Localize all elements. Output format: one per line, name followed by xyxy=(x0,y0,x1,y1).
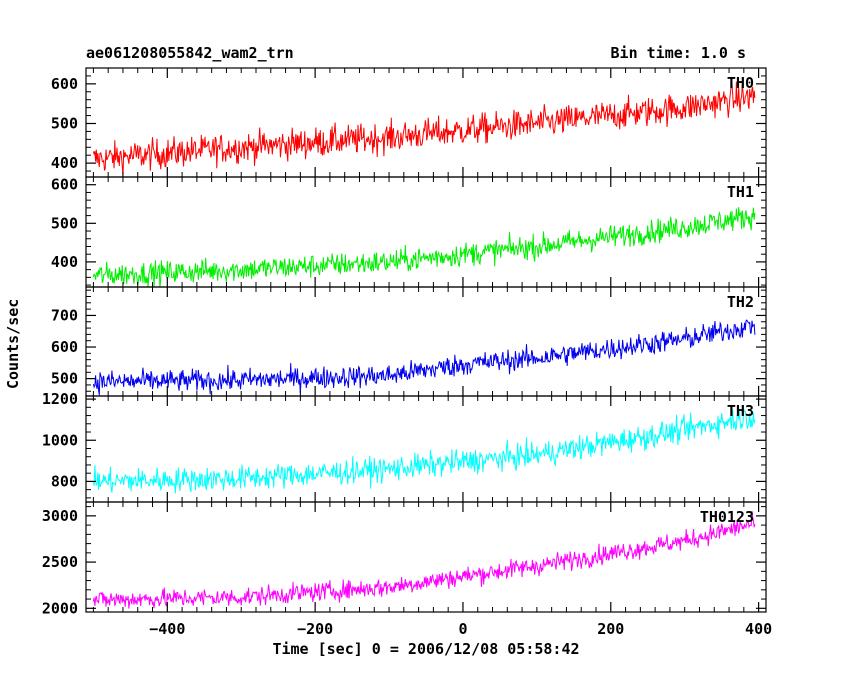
y-tick-label: 600 xyxy=(51,176,78,194)
y-tick-label: 3000 xyxy=(42,507,78,525)
y-tick-label: 500 xyxy=(51,114,78,132)
series-line-th1 xyxy=(92,207,756,287)
y-tick-label: 1000 xyxy=(42,431,78,449)
panel-label-th0: TH0 xyxy=(727,74,754,92)
bin-time-label: Bin time: 1.0 s xyxy=(610,44,746,62)
panel-label-th3: TH3 xyxy=(727,402,754,420)
panel-frame-th0123 xyxy=(85,501,767,613)
y-tick-label: 600 xyxy=(51,338,78,356)
panel-label-th2: TH2 xyxy=(727,293,754,311)
series-line-th0 xyxy=(92,81,756,177)
panel-frame-th3 xyxy=(85,395,767,503)
y-tick-label: 400 xyxy=(51,253,78,271)
series-line-th2 xyxy=(92,319,756,396)
y-tick-label: 2500 xyxy=(42,553,78,571)
panel-frame-th1 xyxy=(85,176,767,288)
y-tick-label: 600 xyxy=(51,75,78,93)
y-tick-label: 400 xyxy=(51,154,78,172)
series-line-th0123 xyxy=(92,511,756,609)
x-tick-label: 400 xyxy=(745,620,772,638)
x-tick-label: 200 xyxy=(597,620,624,638)
y-tick-label: 1200 xyxy=(42,390,78,408)
series-line-th3 xyxy=(92,408,756,494)
x-tick-label: 0 xyxy=(458,620,467,638)
y-tick-label: 2000 xyxy=(42,599,78,617)
y-tick-label: 700 xyxy=(51,306,78,324)
x-tick-label: −400 xyxy=(149,620,185,638)
chart-title: ae061208055842_wam2_trn xyxy=(86,44,294,62)
panel-label-th0123: TH0123 xyxy=(700,508,754,526)
y-tick-label: 800 xyxy=(51,472,78,490)
x-tick-label: −200 xyxy=(297,620,333,638)
y-tick-label: 500 xyxy=(51,214,78,232)
y-axis-label: Counts/sec xyxy=(4,298,22,389)
x-axis-label: Time [sec] 0 = 2006/12/08 05:58:42 xyxy=(272,640,580,658)
panel-label-th1: TH1 xyxy=(727,183,754,201)
y-tick-label: 500 xyxy=(51,370,78,388)
